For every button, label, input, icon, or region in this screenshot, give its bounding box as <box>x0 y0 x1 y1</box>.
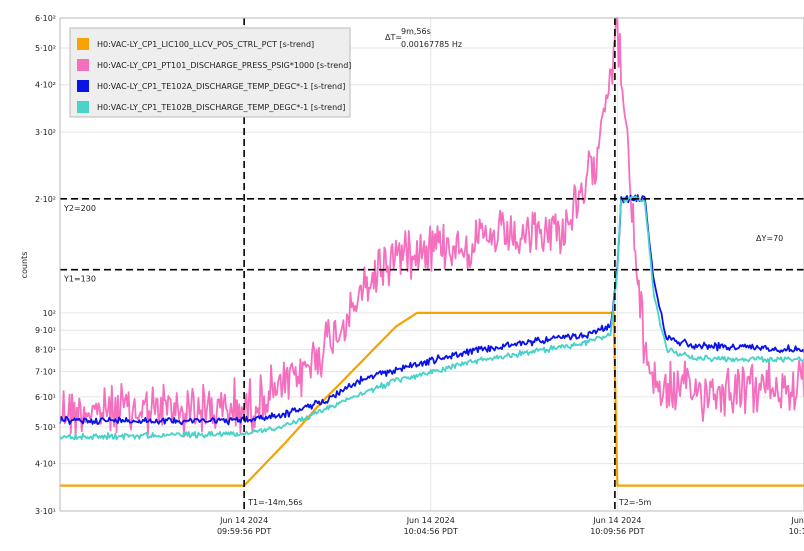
x-cursor-label: T2=-5m <box>618 498 652 507</box>
x-tick-label: 10:14:5 <box>789 527 804 536</box>
plot-frame <box>59 17 804 512</box>
x-tick-label: 09:59:56 PDT <box>217 527 271 536</box>
x-axis: Jun 14 2024 09:59:56 PDT Jun 14 2024 10:04:… <box>217 516 804 536</box>
delta-t-label: ΔT= <box>385 33 402 42</box>
x-tick-label: Jun 14 2024 <box>592 516 641 525</box>
y-tick-label: 9·10¹ <box>35 326 56 335</box>
y-tick-label: 7·10¹ <box>35 368 56 377</box>
y-cursor-label: Y2=200 <box>63 204 96 213</box>
x-cursor-label: T1=-14m,56s <box>247 498 302 507</box>
y-tick-label: 8·10¹ <box>35 346 56 355</box>
y-tick-label: 6·10¹ <box>35 393 56 402</box>
y-tick-label: 4·10² <box>35 81 56 90</box>
y-tick-label: 5·10² <box>35 44 56 53</box>
delta-t-value: 9m,56s <box>401 27 431 36</box>
y-axis: 3·10¹ 4·10¹ 5·10¹ 6·10¹ 7·10¹ 8·10¹ 9·10¹ 10² 2·… <box>35 14 56 516</box>
legend-label: H0:VAC-LY_CP1_TE102B_DISCHARGE_TEMP_DEGC… <box>97 103 345 112</box>
delta-f-value: 0.00167785 Hz <box>401 40 462 49</box>
y-tick-label: 2·10² <box>35 195 56 204</box>
cursor-readouts: ΔT= 9m,56s 0.00167785 Hz ΔY=70 <box>385 27 783 243</box>
series-line <box>59 194 804 426</box>
x-tick-label: Jun 14 <box>790 516 804 525</box>
y-tick-label: 3·10² <box>35 128 56 137</box>
y-tick-label: 4·10¹ <box>35 460 56 469</box>
series-line <box>59 195 804 441</box>
legend-swatch <box>77 80 89 92</box>
x-tick-label: Jun 14 2024 <box>219 516 268 525</box>
legend-label: H0:VAC-LY_CP1_LIC100_LLCV_POS_CTRL_PCT [… <box>97 40 314 49</box>
legend: H0:VAC-LY_CP1_LIC100_LLCV_POS_CTRL_PCT [… <box>69 27 351 118</box>
y-tick-label: 3·10¹ <box>35 507 56 516</box>
y-cursor-label: Y1=130 <box>63 275 96 284</box>
x-tick-label: 10:09:56 PDT <box>590 527 644 536</box>
x-tick-label: 10:04:56 PDT <box>404 527 458 536</box>
legend-swatch <box>77 101 89 113</box>
series-line <box>60 311 804 487</box>
delta-y-label: ΔY=70 <box>756 234 783 243</box>
y-axis-title: counts <box>20 252 29 279</box>
y-tick-label: 10² <box>43 309 56 318</box>
legend-label: H0:VAC-LY_CP1_TE102A_DISCHARGE_TEMP_DEGC… <box>97 82 345 91</box>
legend-swatch <box>77 59 89 71</box>
y-tick-label: 6·10² <box>35 14 56 23</box>
series-layer <box>59 17 804 487</box>
legend-swatch <box>77 38 89 50</box>
y-tick-label: 5·10¹ <box>35 423 56 432</box>
x-tick-label: Jun 14 2024 <box>406 516 455 525</box>
legend-label: H0:VAC-LY_CP1_PT101_DISCHARGE_PRESS_PSIG… <box>97 61 351 70</box>
legend-box <box>69 27 351 118</box>
